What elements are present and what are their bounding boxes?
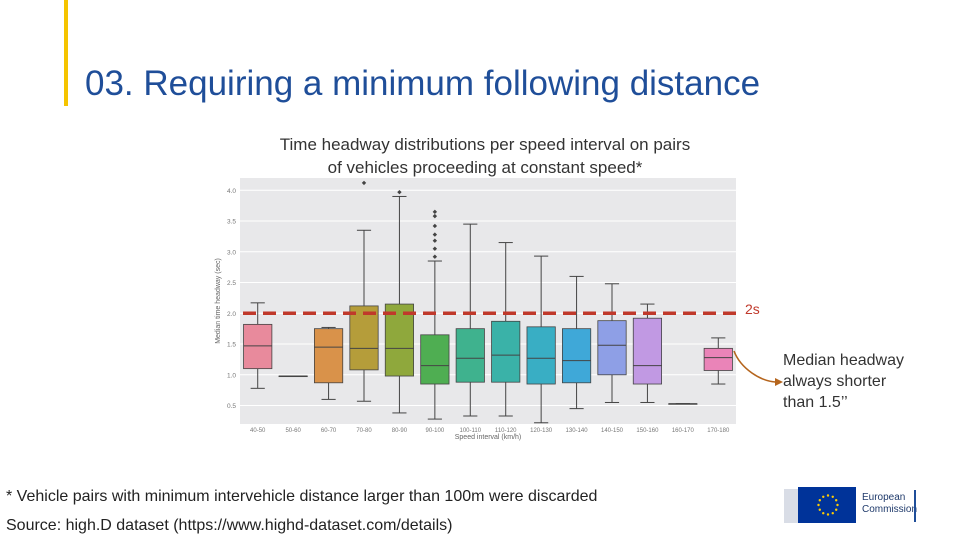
chart-caption-line2: of vehicles proceeding at constant speed… <box>327 158 643 177</box>
accent-bar <box>64 0 68 106</box>
y-tick-label: 1.5 <box>227 342 236 349</box>
y-tick-label: 2.0 <box>227 311 236 318</box>
box-group <box>597 283 627 403</box>
box-group <box>561 275 592 410</box>
box <box>349 305 379 371</box>
callout-line1: Median headway <box>783 352 904 369</box>
x-tick-label: 170-180 <box>707 428 730 434</box>
logo-text: European Commission <box>862 492 917 516</box>
x-tick-label: 50-60 <box>285 428 301 434</box>
x-tick-label: 150-160 <box>636 428 659 434</box>
x-tick-label: 40-50 <box>250 428 266 434</box>
european-commission-logo: European Commission <box>782 487 922 525</box>
logo-divider <box>914 490 916 522</box>
eu-stars-icon <box>817 494 839 516</box>
callout-line3: than 1.5’’ <box>783 394 848 411</box>
box <box>420 334 450 385</box>
box <box>243 323 273 370</box>
box-group <box>314 326 344 400</box>
box-group <box>668 403 698 405</box>
chart-caption: Time headway distributions per speed int… <box>230 133 740 179</box>
outlier-point <box>432 254 438 259</box>
footnote: * Vehicle pairs with minimum intervehicl… <box>6 488 598 505</box>
box <box>703 347 733 371</box>
y-tick-label: 0.5 <box>227 403 236 410</box>
y-tick-label: 2.5 <box>227 280 236 287</box>
boxes <box>243 180 733 424</box>
y-tick-labels: 0.5 1.0 1.5 2.0 2.5 3.0 3.5 4.0 <box>227 188 236 410</box>
box-plot: 0.5 1.0 1.5 2.0 2.5 3.0 3.5 4.0 40-50 50-60 60-70… <box>215 178 738 441</box>
slide-title: 03. Requiring a minimum following distan… <box>85 64 761 103</box>
box-group <box>703 337 733 385</box>
x-axis-label: Speed interval (km/h) <box>455 434 522 441</box>
eu-flag-icon <box>798 487 856 523</box>
box <box>384 303 414 377</box>
x-tick-label: 70-80 <box>356 428 372 434</box>
x-tick-label: 90-100 <box>426 428 445 434</box>
box-group <box>526 255 556 424</box>
threshold-label: 2s <box>745 301 760 317</box>
x-tick-label: 100-110 <box>459 428 481 434</box>
y-tick-label: 3.5 <box>227 219 236 226</box>
callout-note: Median headway always shorter than 1.5’’ <box>783 350 933 413</box>
x-tick-label: 60-70 <box>321 428 337 434</box>
source-note: Source: high.D dataset (https://www.high… <box>6 517 453 534</box>
box-group <box>455 223 485 417</box>
box <box>597 320 627 376</box>
box <box>314 328 344 384</box>
x-tick-label: 120-130 <box>530 428 553 434</box>
box-group <box>420 209 450 420</box>
y-tick-label: 4.0 <box>227 188 236 195</box>
box-group <box>349 180 379 402</box>
plot-background <box>240 178 736 424</box>
x-tick-label: 160-170 <box>672 428 695 434</box>
box-group <box>243 302 273 389</box>
y-axis-label: Median time headway (sec) <box>215 258 222 344</box>
box-group <box>384 189 414 414</box>
chart-caption-line1: Time headway distributions per speed int… <box>279 135 691 154</box>
box <box>491 320 521 383</box>
callout-arrow-icon <box>733 350 783 386</box>
x-tick-labels: 40-50 50-60 60-70 70-80 80-90 90-100 100-110 11… <box>250 428 730 434</box>
box-group <box>491 242 521 417</box>
x-tick-label: 110-120 <box>495 428 517 434</box>
x-tick-label: 80-90 <box>392 428 408 434</box>
callout-line2: always shorter <box>783 373 887 390</box>
outlier-point <box>432 232 438 237</box>
box <box>526 326 556 385</box>
box <box>632 317 662 385</box>
outlier-point <box>361 180 367 186</box>
box <box>561 328 592 384</box>
x-tick-label: 140-150 <box>601 428 624 434</box>
logo-text-line1: European <box>862 492 906 503</box>
x-tick-label: 130-140 <box>566 428 589 434</box>
y-tick-label: 1.0 <box>227 372 236 379</box>
box <box>455 328 485 383</box>
box-group <box>632 303 662 403</box>
y-tick-label: 3.0 <box>227 249 236 256</box>
outlier-point <box>397 189 402 195</box>
box-group <box>278 375 308 378</box>
logo-text-line2: Commission <box>862 504 918 515</box>
